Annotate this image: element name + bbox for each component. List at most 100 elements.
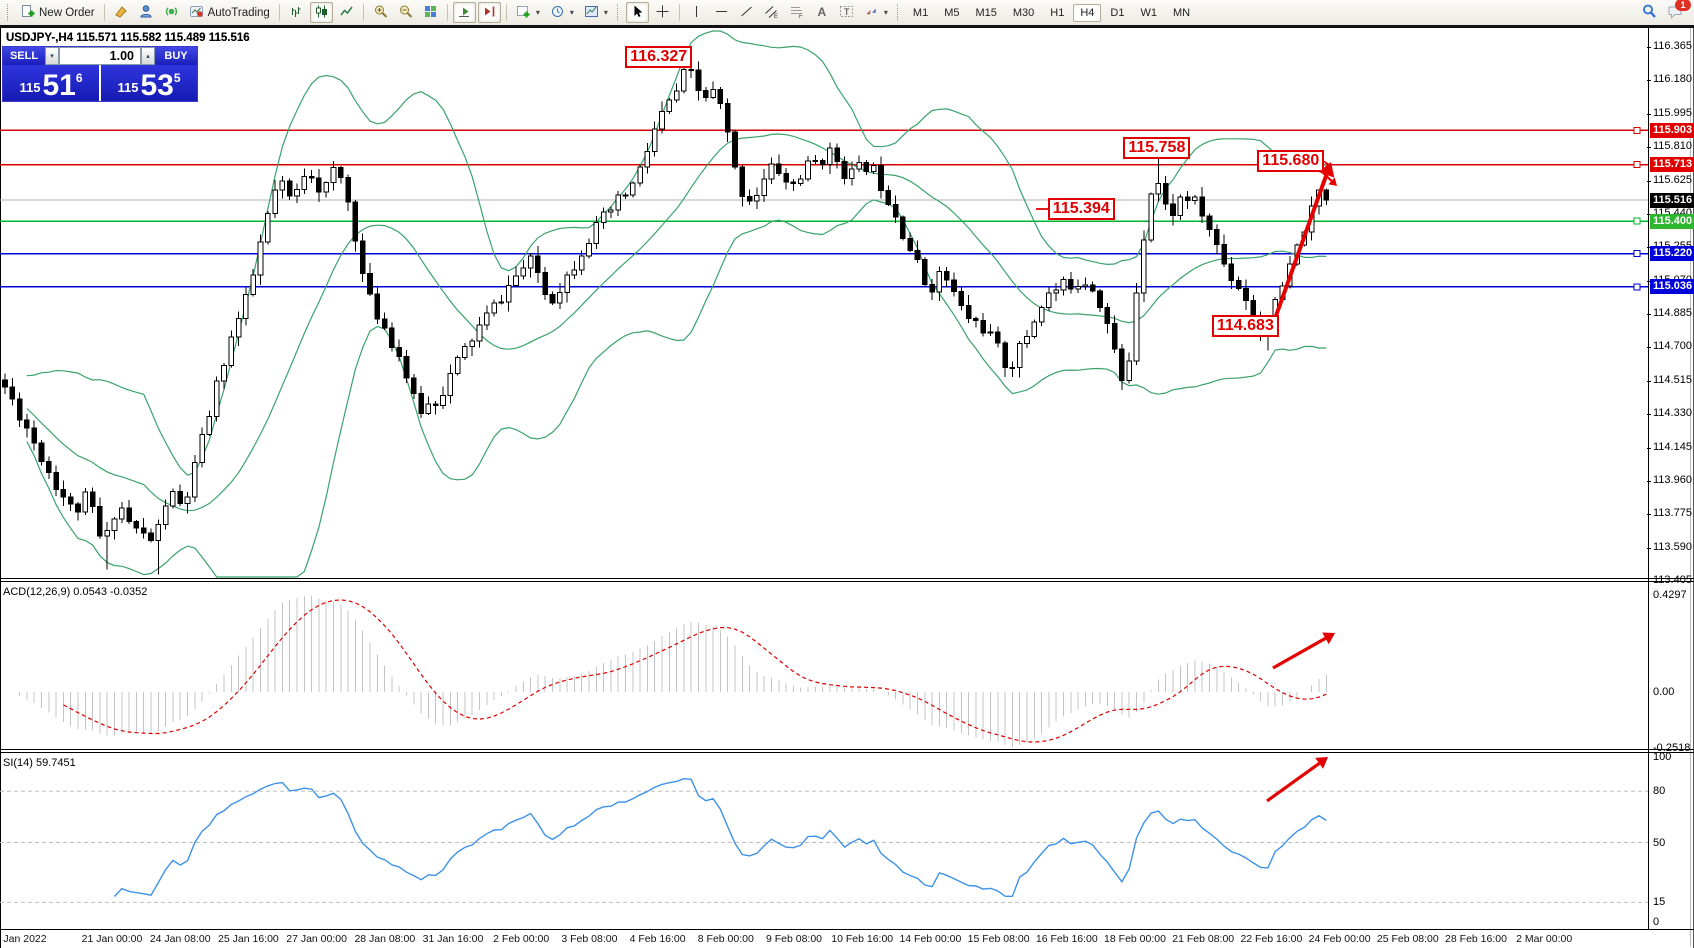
autotrading-button[interactable]: AutoTrading [185,2,274,23]
candlestick-chart-button[interactable] [309,2,333,23]
autotrading-label: AutoTrading [207,6,270,19]
volume-input[interactable] [59,47,141,65]
horizontal-line-icon [714,4,729,22]
level-price-badge[interactable]: 115.400 [1650,213,1694,229]
sell-price-button[interactable]: 115 51 6 [3,65,99,101]
x-axis-label: 22 Feb 16:00 [1240,933,1303,945]
buy-price-button[interactable]: 115 53 5 [101,65,197,101]
market-watch-button[interactable] [110,2,133,23]
timeframe-button-M15[interactable]: M15 [975,6,997,19]
tile-windows-button[interactable] [419,2,442,23]
macd-axis-tick: -0.2518 [1653,742,1691,754]
timeframe-button-D1[interactable]: D1 [1110,6,1125,19]
level-price-badge[interactable]: 115.903 [1650,122,1694,138]
buy-button-label[interactable]: BUY [155,47,197,65]
dropdown-caret-icon: ▾ [569,8,574,17]
pane-separator[interactable] [0,749,1694,750]
equidistant-channel-button[interactable]: E [760,2,783,23]
svg-text:A: A [817,5,826,19]
current-price-badge[interactable]: 115.516 [1650,192,1694,208]
zoom-out-icon [398,4,413,22]
cursor-button[interactable] [625,2,649,23]
svg-text:E: E [774,14,778,19]
signals-button[interactable] [160,2,183,23]
timeframe-button-M5[interactable]: M5 [944,6,960,19]
rsi-axis-tick: 80 [1653,785,1666,798]
pane-separator[interactable] [0,752,1694,753]
bar-chart-button[interactable] [285,2,308,23]
timeframe-button-H1[interactable]: H1 [1050,6,1065,19]
new-order-button[interactable]: New Order [16,2,99,23]
vertical-line-button[interactable] [685,2,708,23]
timeframe-button-MN[interactable]: MN [1172,6,1191,19]
toolbar-grip[interactable] [7,4,11,21]
timeframe-button-M30[interactable]: M30 [1012,6,1035,19]
x-axis-label: 10 Feb 16:00 [831,933,894,945]
y-axis-tick: 115.625 [1647,173,1692,186]
zoom-in-button[interactable] [369,2,392,23]
volume-decrease-button[interactable]: ▾ [45,47,59,65]
toolbar-separator [103,4,105,21]
rsi-axis-tick: 0 [1653,916,1660,928]
price-label-annotation[interactable]: 115.680 [1257,149,1325,172]
chat-button[interactable]: 1 [1663,0,1691,23]
pane-separator[interactable] [0,578,1694,579]
chart-window[interactable]: USDJPY-,H4 115.571 115.582 115.489 115.5… [0,28,1694,948]
templates-button[interactable]: ▾ [580,2,612,23]
dropdown-caret-icon: ▾ [883,8,888,17]
sell-button-label[interactable]: SELL [3,47,45,65]
crosshair-button[interactable] [651,2,674,23]
trendline-button[interactable] [735,2,758,23]
text-label-icon: T [839,4,854,22]
buy-price-pipette: 5 [173,71,181,85]
price-axis-line [1648,28,1649,930]
x-axis-label: Jan 2022 [3,933,47,945]
chart-title: USDJPY-,H4 115.571 115.582 115.489 115.5… [6,32,250,44]
dropdown-caret-icon: ▾ [603,8,608,17]
timeframe-button-W1[interactable]: W1 [1140,6,1157,19]
periods-button[interactable]: ▾ [546,2,578,23]
price-label-annotation[interactable]: 114.683 [1211,315,1279,338]
x-axis-label: 24 Feb 00:00 [1308,933,1371,945]
y-axis-tick: 114.330 [1647,407,1692,420]
x-axis-label: 25 Feb 08:00 [1376,933,1439,945]
search-button[interactable] [1637,2,1661,23]
data-window-button[interactable] [135,2,158,23]
toolbar-grip[interactable] [616,4,621,21]
signal-icon [164,4,179,22]
chart-shift-icon [482,4,497,22]
toolbar-grip[interactable] [896,4,901,21]
price-label-annotation[interactable]: 115.394 [1047,198,1115,221]
horizontal-line-button[interactable] [710,2,733,23]
trendline-icon [739,4,754,22]
volume-increase-button[interactable]: ▴ [141,47,155,65]
line-chart-button[interactable] [335,2,358,23]
sell-price-big: 51 [42,69,76,102]
toolbar-separator [362,4,364,21]
level-price-badge[interactable]: 115.713 [1650,157,1694,173]
zoom-out-button[interactable] [394,2,417,23]
timeframe-button-H4[interactable]: H4 [1073,3,1102,22]
text-icon: A [814,4,829,22]
pane-separator[interactable] [0,581,1694,582]
fibonacci-button[interactable]: F [785,2,808,23]
level-price-badge[interactable]: 115.220 [1650,246,1694,262]
sell-price-prefix: 115 [19,80,41,95]
one-click-trading-panel: SELL ▾ ▴ BUY 115 51 6 115 53 5 [2,46,198,102]
x-axis-label: 16 Feb 16:00 [1035,933,1098,945]
timeframe-toolbar: M1 M5 M15 M30 H1 H4 D1 W1 MN [905,3,1198,22]
y-axis-tick: 116.180 [1647,73,1692,86]
bar-chart-icon [289,4,304,22]
arrows-button[interactable]: ▾ [860,2,892,23]
auto-scroll-button[interactable] [452,2,476,23]
timeframe-button-M1[interactable]: M1 [912,6,929,19]
buy-price-big: 53 [140,69,174,102]
chart-shift-button[interactable] [477,2,501,23]
indicators-button[interactable]: ▾ [512,2,544,23]
x-axis-label: 21 Feb 08:00 [1172,933,1235,945]
text-label-button[interactable]: T [835,2,858,23]
price-label-annotation[interactable]: 115.758 [1123,136,1191,159]
price-label-annotation[interactable]: 116.327 [625,45,693,68]
level-price-badge[interactable]: 115.036 [1650,279,1694,295]
text-button[interactable]: A [810,2,833,23]
